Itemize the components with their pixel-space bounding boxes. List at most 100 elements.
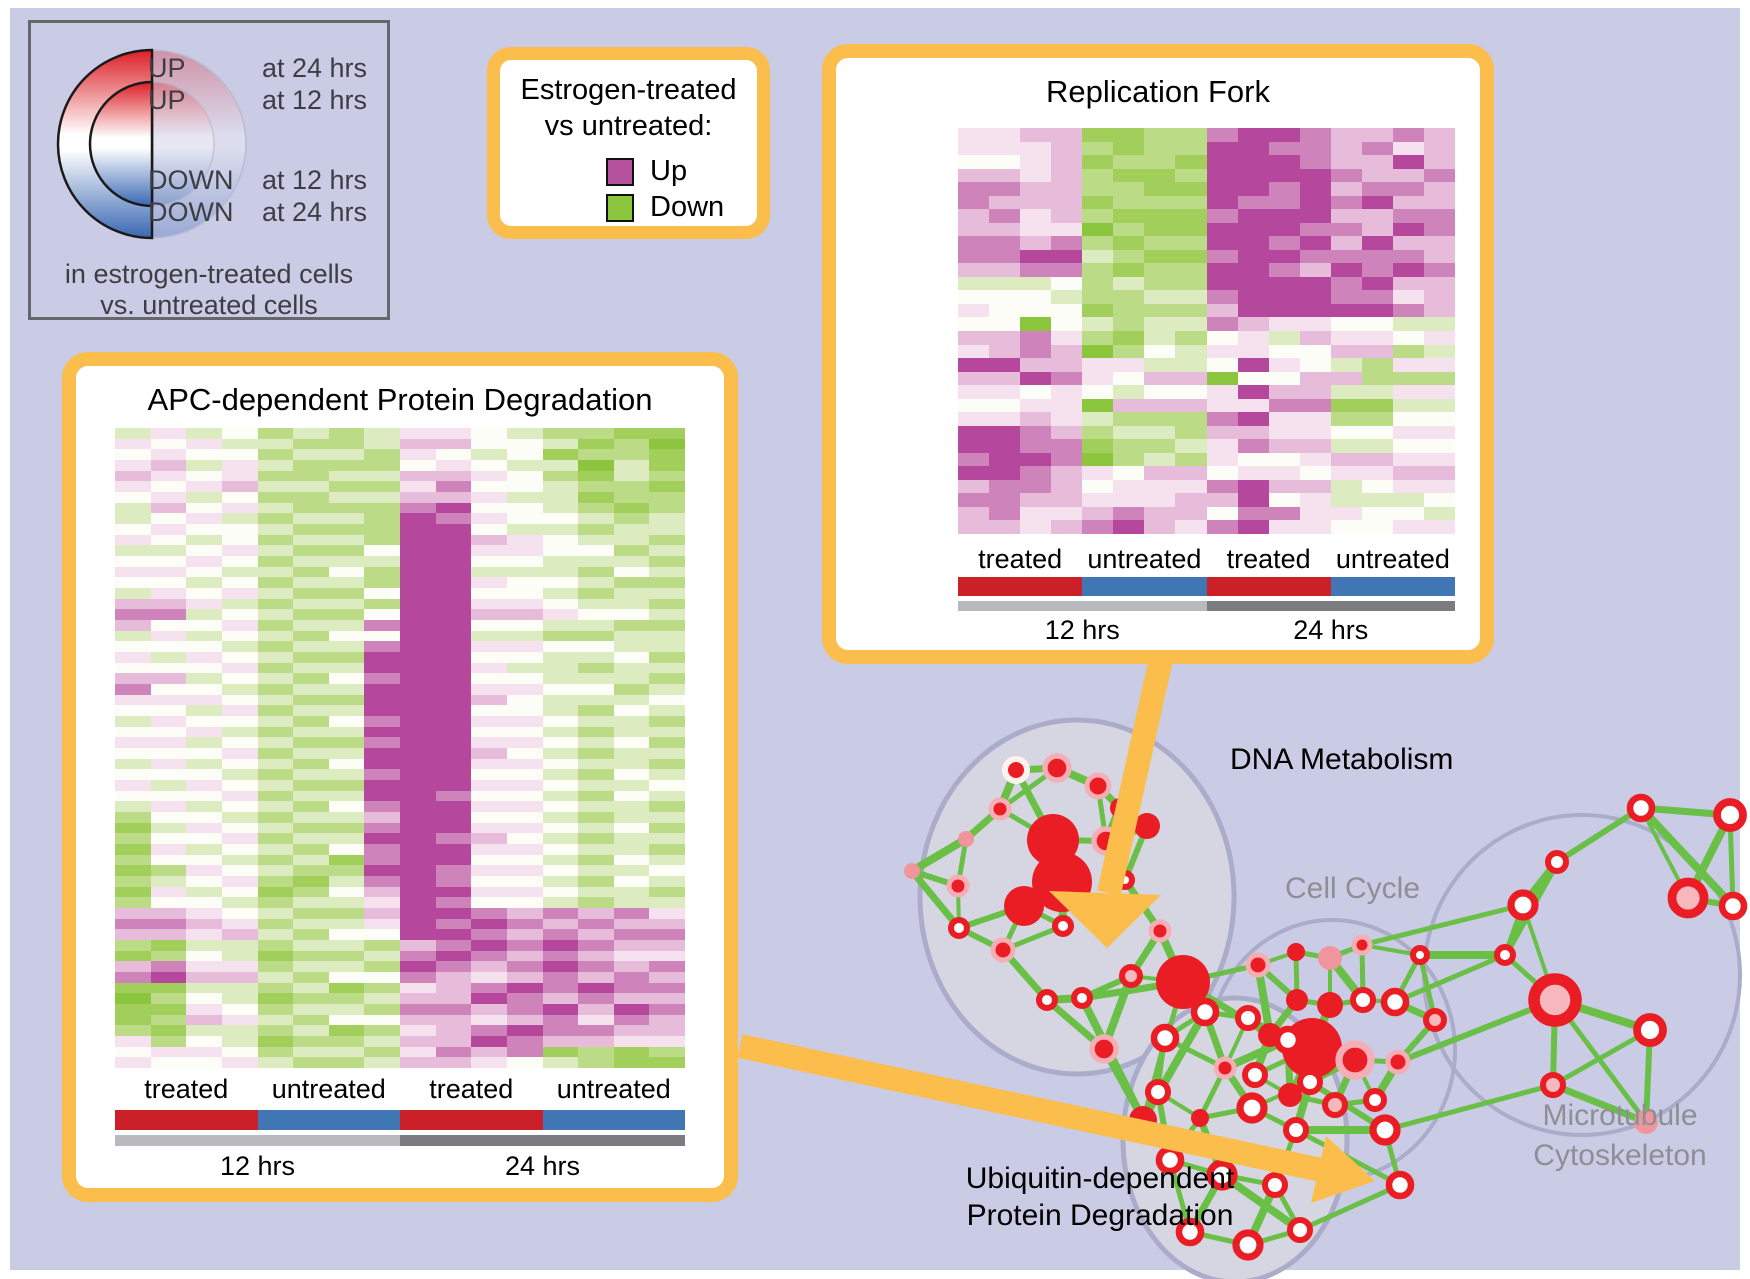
heatmap-cell — [1361, 249, 1393, 264]
heatmap-cell — [293, 961, 329, 972]
heatmap-cell — [542, 780, 579, 791]
heatmap-cell — [1206, 263, 1238, 277]
heatmap-cell — [1082, 249, 1114, 264]
heatmap-cell — [989, 236, 1021, 250]
heatmap-cell — [257, 822, 294, 834]
network-edge — [1219, 1171, 1303, 1234]
heatmap-cell — [506, 694, 543, 706]
heatmap-cell — [613, 598, 650, 610]
heatmap-cell — [435, 524, 472, 535]
heatmap-cell — [257, 812, 294, 823]
heatmap-cell — [293, 598, 329, 610]
heatmap-cell — [328, 438, 365, 450]
heatmap-cell — [1175, 358, 1207, 372]
heatmap-cell — [1113, 222, 1145, 237]
heatmap-cell — [328, 566, 365, 578]
heatmap-cell — [1175, 371, 1207, 386]
heatmap-cell — [1330, 249, 1362, 264]
heatmap-cell — [471, 758, 507, 770]
heatmap-cell — [1206, 236, 1238, 250]
heatmap-cell — [1330, 168, 1362, 183]
heatmap-cell — [542, 513, 579, 524]
time-bar — [1206, 601, 1455, 611]
heatmap-cell — [1051, 506, 1083, 521]
gene-node — [1071, 987, 1093, 1009]
heatmap-cell — [435, 438, 472, 450]
heatmap-cell — [150, 758, 187, 770]
heatmap-cell — [1299, 222, 1331, 237]
gene-node — [1235, 1005, 1261, 1031]
heatmap-cell — [1113, 182, 1145, 196]
heatmap-cell — [400, 662, 436, 674]
heatmap-cell — [649, 716, 685, 727]
heatmap-cell — [221, 940, 258, 951]
heatmap-cell — [506, 780, 543, 791]
heatmap-cell — [186, 481, 222, 492]
heatmap-cell — [1299, 479, 1331, 494]
updown-legend-box: UP at 24 hrs UP at 12 hrs DOWN at 12 hrs… — [28, 20, 390, 320]
heatmap-cell — [435, 801, 472, 812]
gene-node — [1369, 1114, 1401, 1146]
heatmap-cell — [328, 982, 365, 994]
heatmap-cell — [542, 950, 579, 962]
heatmap-cell — [1237, 344, 1269, 359]
heatmap-cell — [1175, 128, 1207, 142]
heatmap-cell — [186, 460, 222, 471]
heatmap-cell — [1020, 168, 1052, 183]
heatmap-cell — [649, 662, 685, 674]
heatmap-cell — [186, 524, 222, 535]
heatmap-cell — [1423, 520, 1455, 534]
heatmap-cell — [150, 1036, 187, 1047]
heatmap-cell — [649, 961, 685, 972]
time-bar — [115, 1135, 400, 1146]
heatmap-cell — [649, 566, 685, 578]
heatmap-cell — [257, 438, 294, 450]
heatmap-cell — [328, 972, 365, 983]
heatmap-cell — [186, 428, 222, 439]
heatmap-cell — [958, 425, 990, 440]
heatmap-cell — [221, 556, 258, 567]
heatmap-cell — [1144, 331, 1176, 345]
heatmap-cell — [1020, 358, 1052, 372]
heatmap-cell — [293, 865, 329, 876]
heatmap-cell — [1082, 141, 1114, 156]
heatmap-cell — [400, 620, 436, 631]
heatmap-cell — [1051, 398, 1083, 413]
heatmap-cell — [506, 620, 543, 631]
heatmap-cell — [1020, 439, 1052, 453]
heatmap-cell — [1237, 276, 1269, 291]
heatmap-cell — [506, 897, 543, 908]
heatmap-cell — [1299, 155, 1331, 169]
heatmap-cell — [400, 630, 436, 642]
heatmap-cell — [1144, 439, 1176, 453]
heatmap-cell — [613, 470, 650, 482]
heatmap-cell — [958, 479, 990, 494]
heatmap-cell — [400, 705, 436, 716]
heatmap-cell — [649, 833, 685, 844]
heatmap-cell — [649, 513, 685, 524]
heatmap-cell — [1020, 506, 1052, 521]
heatmap-cell — [1020, 398, 1052, 413]
heatmap-cell — [958, 371, 990, 386]
heatmap-cell — [649, 940, 685, 951]
heatmap-cell — [1206, 249, 1238, 264]
heatmap-cell — [150, 470, 187, 482]
heatmap-cell — [1144, 249, 1176, 264]
heatmap-cell — [1392, 263, 1424, 277]
heatmap-cell — [958, 439, 990, 453]
heatmap-cell — [364, 865, 400, 876]
heatmap-cell — [150, 609, 187, 620]
heatmap-cell — [1020, 331, 1052, 345]
heatmap-cell — [649, 524, 685, 535]
heatmap-cell — [400, 449, 436, 460]
heatmap-cell — [542, 428, 579, 439]
gene-node — [1206, 1159, 1238, 1191]
heatmap-cell — [150, 790, 187, 802]
heatmap-cell — [435, 598, 472, 610]
heatmap-cell — [186, 652, 222, 663]
heatmap-cell — [328, 545, 365, 556]
heatmap-cell — [221, 705, 258, 716]
heatmap-cell — [1423, 249, 1455, 264]
heatmap-cell — [186, 886, 222, 898]
heatmap-cell — [186, 620, 222, 631]
